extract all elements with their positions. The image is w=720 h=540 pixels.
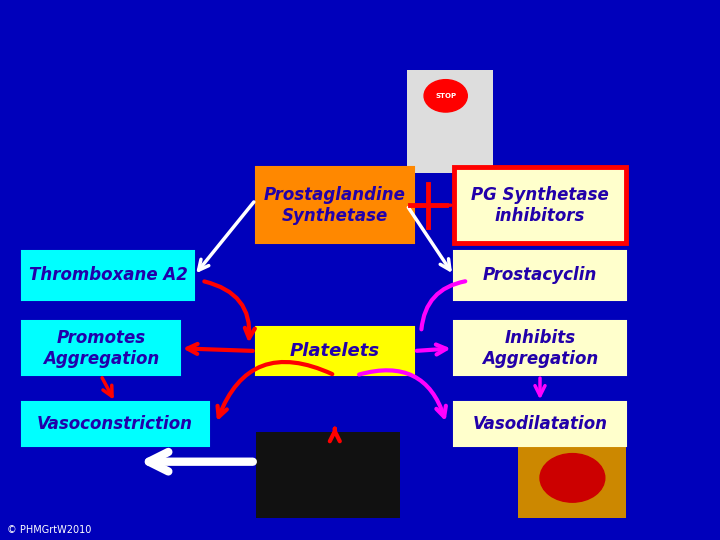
FancyBboxPatch shape — [407, 70, 493, 173]
Circle shape — [540, 454, 605, 502]
Text: Promotes
Aggregation: Promotes Aggregation — [42, 329, 159, 368]
Text: Thromboxane A2: Thromboxane A2 — [29, 266, 187, 285]
FancyBboxPatch shape — [454, 167, 626, 243]
FancyBboxPatch shape — [22, 251, 194, 300]
Text: Platelets: Platelets — [289, 342, 380, 360]
FancyBboxPatch shape — [256, 327, 414, 375]
FancyBboxPatch shape — [22, 321, 180, 375]
FancyBboxPatch shape — [22, 402, 209, 446]
FancyBboxPatch shape — [454, 251, 626, 300]
Text: Vasodilatation: Vasodilatation — [472, 415, 608, 433]
FancyBboxPatch shape — [454, 402, 626, 446]
Text: PG Synthetase
inhibitors: PG Synthetase inhibitors — [471, 186, 609, 225]
Circle shape — [424, 80, 467, 112]
Text: Vasoconstriction: Vasoconstriction — [37, 415, 193, 433]
Text: Prostacyclin: Prostacyclin — [483, 266, 597, 285]
Text: Inhibits
Aggregation: Inhibits Aggregation — [482, 329, 598, 368]
FancyBboxPatch shape — [518, 437, 626, 518]
FancyBboxPatch shape — [454, 321, 626, 375]
FancyBboxPatch shape — [256, 432, 400, 518]
Text: Prostaglandine
Synthetase: Prostaglandine Synthetase — [264, 186, 406, 225]
Text: © PHMGrtW2010: © PHMGrtW2010 — [7, 524, 91, 535]
FancyBboxPatch shape — [256, 167, 414, 243]
Text: STOP: STOP — [435, 93, 456, 99]
